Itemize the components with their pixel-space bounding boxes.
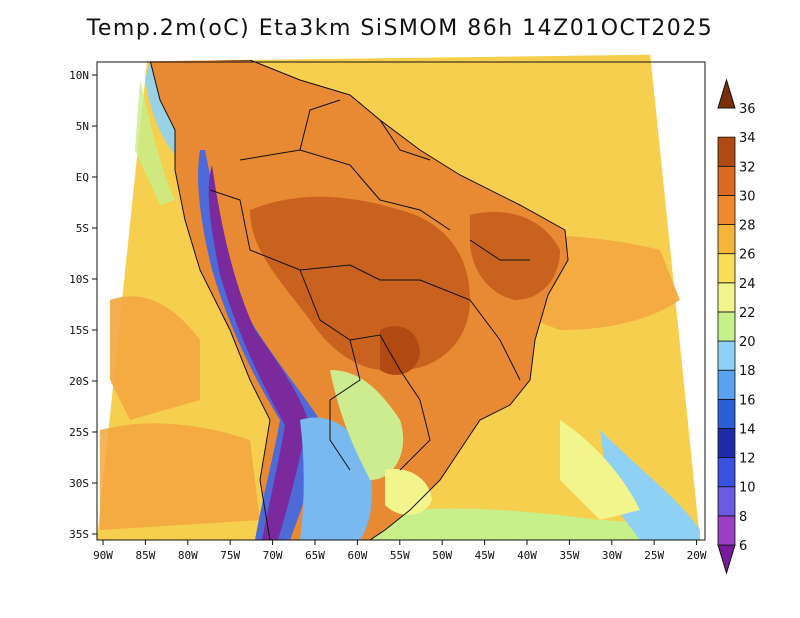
x-tick-label: 80W (178, 549, 198, 562)
map-frame (96, 61, 706, 541)
colorbar-label: 8 (739, 510, 747, 525)
colorbar-bottom-triangle (717, 544, 736, 575)
colorbar-swatch (717, 224, 736, 255)
colorbar-label: 34 (739, 131, 756, 146)
colorbar-swatch (717, 369, 736, 400)
hot-center-west (380, 326, 420, 375)
colorbar-label: 26 (739, 248, 756, 263)
colorbar-swatch (717, 165, 736, 196)
colorbar-swatch (717, 282, 736, 313)
colorbar-swatch (717, 398, 736, 429)
colorbar-label: 6 (739, 539, 747, 554)
country-borders (149, 59, 569, 540)
x-tick-label: 50W (432, 549, 452, 562)
y-tick-label: 10N (69, 69, 89, 82)
x-tick-label: 45W (475, 549, 495, 562)
x-tick-label: 60W (347, 549, 367, 562)
x-tick-label: 35W (559, 549, 579, 562)
pacific-mild-strip (135, 80, 175, 205)
y-tick-label: 30S (69, 477, 89, 490)
andes-cold (208, 165, 308, 540)
y-tick-label: 5S (76, 222, 89, 235)
colorbar-label: 30 (739, 189, 756, 204)
colorbar-label: 20 (739, 335, 756, 350)
y-tick-label: EQ (76, 171, 89, 184)
x-tick-label: 25W (644, 549, 664, 562)
x-tick-label: 85W (135, 549, 155, 562)
uruguay-mild (385, 469, 432, 516)
y-axis: 10N 5N EQ 5S 10S 15S 20S 25S 30S 35S (69, 69, 97, 541)
y-tick-label: 5N (76, 120, 89, 133)
y-tick-label: 15S (69, 324, 89, 337)
colorbar-label: 28 (739, 219, 756, 234)
colorbar-label: 12 (739, 452, 756, 467)
hot-interior (250, 196, 470, 371)
colorbar-label: 24 (739, 277, 756, 292)
south-atlantic-mild (560, 420, 640, 520)
south-cool-land (300, 417, 372, 540)
colorbar-label: 16 (739, 393, 756, 408)
y-tick-label: 10S (69, 273, 89, 286)
colorbar-swatch (717, 428, 736, 459)
colorbar-swatch (717, 515, 736, 546)
x-tick-label: 40W (517, 549, 537, 562)
colorbar-swatch (717, 253, 736, 284)
colorbar-swatch (717, 486, 736, 517)
x-tick-label: 55W (390, 549, 410, 562)
y-tick-label: 20S (69, 375, 89, 388)
x-tick-label: 90W (93, 549, 113, 562)
south-atlantic-cool (340, 508, 700, 540)
colorbar-top-triangle (717, 78, 736, 109)
colorbar-label: 14 (739, 422, 756, 437)
hot-northeast (470, 211, 560, 300)
south-mild-land (330, 370, 404, 480)
x-tick-label: 65W (305, 549, 325, 562)
map-title: Temp.2m(oC) Eta3km SiSMOM 86h 14Z01OCT20… (86, 16, 714, 41)
colorbar-label: 36 (739, 102, 756, 117)
colorbar-label: 22 (739, 306, 756, 321)
colorbar-label: 10 (739, 481, 756, 496)
x-tick-label: 30W (602, 549, 622, 562)
y-tick-label: 25S (69, 426, 89, 439)
colorbar-swatch (717, 311, 736, 342)
colorbar-swatch (717, 136, 736, 167)
colorbar-swatch (717, 340, 736, 371)
colorbar-label: 32 (739, 160, 756, 175)
y-tick-label: 35S (69, 528, 89, 541)
colorbar-label: 18 (739, 364, 756, 379)
x-tick-label: 75W (220, 549, 240, 562)
x-axis: 90W 85W 80W 75W 70W 65W 60W 55W 50W 45W 40W 35W 30W 2… (93, 540, 707, 562)
colorbar-swatch (717, 457, 736, 488)
x-tick-label: 20W (687, 549, 707, 562)
pacific-warm (100, 423, 260, 530)
colorbar-swatch (717, 194, 736, 225)
ocean-warm-band-west (110, 296, 200, 420)
x-tick-label: 70W (263, 549, 283, 562)
